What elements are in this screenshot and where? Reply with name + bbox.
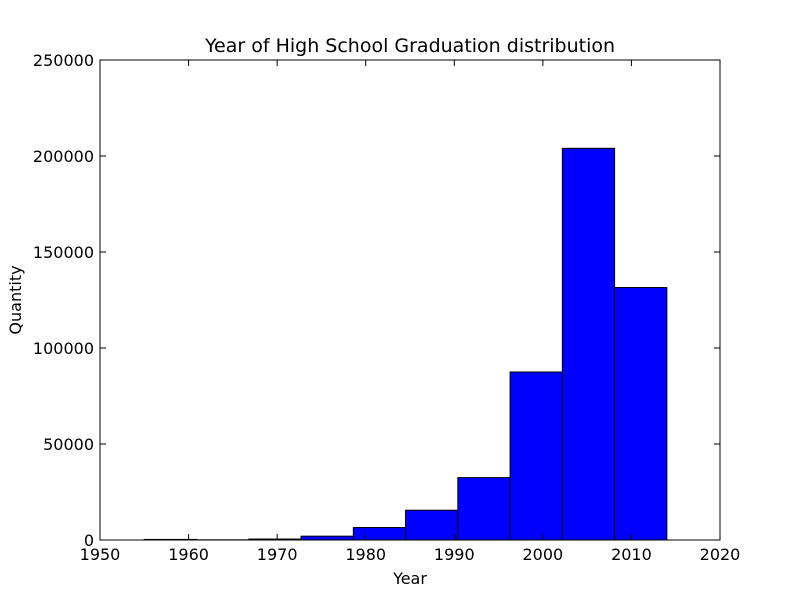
histogram-bar-6 (457, 477, 511, 541)
histogram-bar-4 (352, 527, 407, 541)
y-tick-label: 50000 (43, 435, 94, 454)
histogram-bar-9 (614, 287, 668, 541)
y-axis: 0 50000 100000 150000 200000 250000 (33, 51, 720, 550)
x-tick-label: 1950 (80, 545, 121, 564)
y-tick-label: 0 (84, 531, 94, 550)
x-tick-label: 1960 (168, 545, 209, 564)
chart-title: Year of High School Graduation distribut… (204, 35, 615, 57)
x-axis-label: Year (392, 569, 427, 588)
histogram-bar-7 (509, 371, 563, 541)
plot-frame (99, 59, 721, 541)
histogram-bar-5 (405, 509, 459, 541)
x-tick-label: 1970 (257, 545, 298, 564)
y-tick-label: 150000 (33, 243, 94, 262)
x-tick-label: 1980 (345, 545, 386, 564)
histogram-bar-8 (561, 147, 616, 541)
x-tick-label: 2000 (522, 545, 563, 564)
y-tick-label: 250000 (33, 51, 94, 70)
x-axis: 1950 1960 1970 1980 1990 2000 2010 2020 (80, 60, 741, 564)
y-axis-label: Quantity (6, 265, 25, 334)
x-tick-label: 2020 (700, 545, 741, 564)
x-tick-label: 1990 (434, 545, 475, 564)
histogram-bar-3 (300, 535, 354, 541)
bars-group (143, 147, 668, 541)
x-tick-label: 2010 (611, 545, 652, 564)
y-tick-label: 100000 (33, 339, 94, 358)
y-tick-label: 200000 (33, 147, 94, 166)
